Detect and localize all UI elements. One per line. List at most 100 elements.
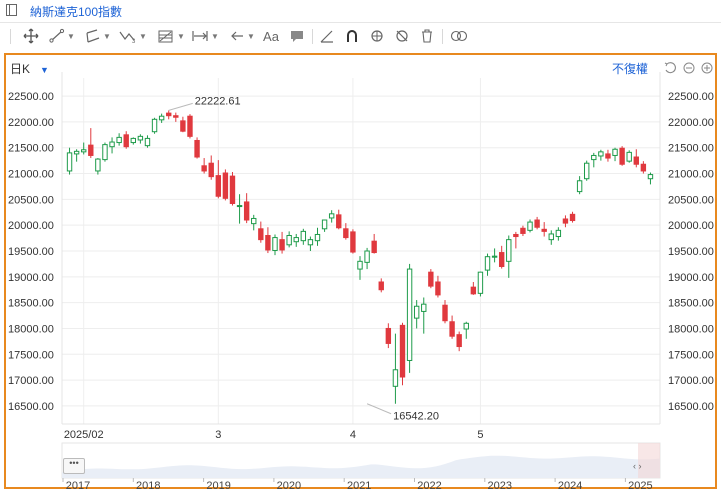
candle-up [477,271,484,294]
y-tick-label-right: 19000.00 [668,272,714,284]
candle-down [173,115,179,118]
candle-down [279,239,285,251]
candle-up [421,303,427,312]
lock-rotate-icon[interactable] [368,26,386,46]
candle-down [350,231,356,253]
navigator-year-label: 2021 [347,480,371,490]
candle-down [385,327,392,344]
magnet-icon[interactable] [343,26,361,46]
candle-up [463,322,469,330]
candle-down [456,334,462,348]
candle-down [435,281,441,296]
navigator-year-label: 2018 [136,480,160,490]
candle-up [647,174,654,180]
candle-up [137,135,144,141]
candle-down [123,134,129,148]
navigator-year-label: 2017 [66,480,90,490]
arrow-left-icon[interactable]: ▼ [228,26,256,46]
candle-up [66,152,73,172]
fib-icon[interactable]: ▼ [156,26,186,46]
candle-up [328,213,335,219]
chart-title: 納斯達克100指數 [30,5,123,19]
y-tick-label-right: 20000.00 [668,220,714,232]
toolbar-separator [312,29,313,44]
candle-down [520,227,526,234]
text-icon[interactable]: Aa [263,28,279,44]
y-tick-label-right: 18500.00 [668,298,714,310]
y-tick-label-left: 17000.00 [8,375,54,387]
x-tick-label: 2025/02 [64,429,104,441]
y-tick-label-left: 17500.00 [8,349,54,361]
adjust-selector[interactable]: 不復權 [612,62,649,76]
candle-up [272,237,278,251]
y-tick-label-right: 22500.00 [668,91,714,103]
navigator-year-label: 2022 [417,480,441,490]
channel-icon[interactable]: ▼ [84,26,112,46]
candle-up [307,239,314,246]
wave-icon[interactable]: 3 ▼ [118,26,148,46]
annotation-leader [168,102,193,111]
period-selector[interactable]: 日K ▼ [10,60,49,77]
candle-down [428,271,434,287]
candle-down [194,139,200,158]
candle-up [95,158,101,172]
zoom-in-icon[interactable] [701,61,713,74]
comment-icon[interactable] [288,26,306,46]
candle-down [442,304,448,322]
title-bar: 納斯達克100指數 [0,0,721,23]
y-tick-label-right: 17500.00 [668,349,714,361]
annotation-high-label: 22222.61 [195,95,241,107]
angle-icon[interactable] [318,26,336,46]
y-tick-label-right: 20500.00 [668,194,714,206]
x-tick-label: 5 [477,429,483,441]
x-tick-label: 3 [215,429,221,441]
toolbar-separator [10,29,11,44]
candle-up [527,221,533,231]
candle-up [506,239,512,262]
candle-up [413,305,420,319]
trash-icon[interactable] [418,26,436,46]
navigator-year-label: 2025 [628,480,652,490]
trend-line-icon[interactable]: ▼ [48,26,76,46]
y-tick-label-left: 16500.00 [8,401,54,413]
candle-down [343,228,349,239]
candle-up [236,205,243,208]
candle-down [562,218,569,224]
navigator-year-label: 2020 [277,480,301,490]
candle-down [229,175,236,204]
y-tick-label-left: 18000.00 [8,323,54,335]
link-icon[interactable] [449,26,469,46]
candle-up [491,255,498,258]
navigator-selection [638,443,660,478]
move-icon[interactable] [22,26,40,46]
candle-down [180,120,186,132]
candle-up [144,137,151,147]
candle-up [612,148,618,156]
y-tick-label-left: 20500.00 [8,194,54,206]
navigator-arrows[interactable]: ‹ › [633,461,642,471]
navigator-year-label: 2019 [206,480,230,490]
reset-icon[interactable] [664,61,676,74]
y-tick-label-left: 20000.00 [8,220,54,232]
candle-down [243,201,250,221]
candle-up [484,256,491,271]
measure-icon[interactable]: ▼ [190,26,220,46]
y-tick-label-right: 21000.00 [668,169,714,181]
panel-toggle-icon[interactable] [6,4,17,16]
y-tick-label-right: 16500.00 [668,401,714,413]
y-tick-label-left: 21000.00 [8,169,54,181]
candle-up [130,137,136,144]
candle-up [73,150,80,155]
candle-up [286,235,292,246]
navigator-handle[interactable]: ••• [63,458,85,474]
candle-up [591,154,597,161]
candle-up [158,115,165,121]
y-tick-label-right: 18000.00 [668,323,714,335]
candle-up [364,250,370,263]
hide-icon[interactable] [393,26,411,46]
zoom-out-icon[interactable] [683,61,695,74]
candle-up [81,149,87,153]
candle-up [314,233,321,242]
candle-up [109,141,115,148]
